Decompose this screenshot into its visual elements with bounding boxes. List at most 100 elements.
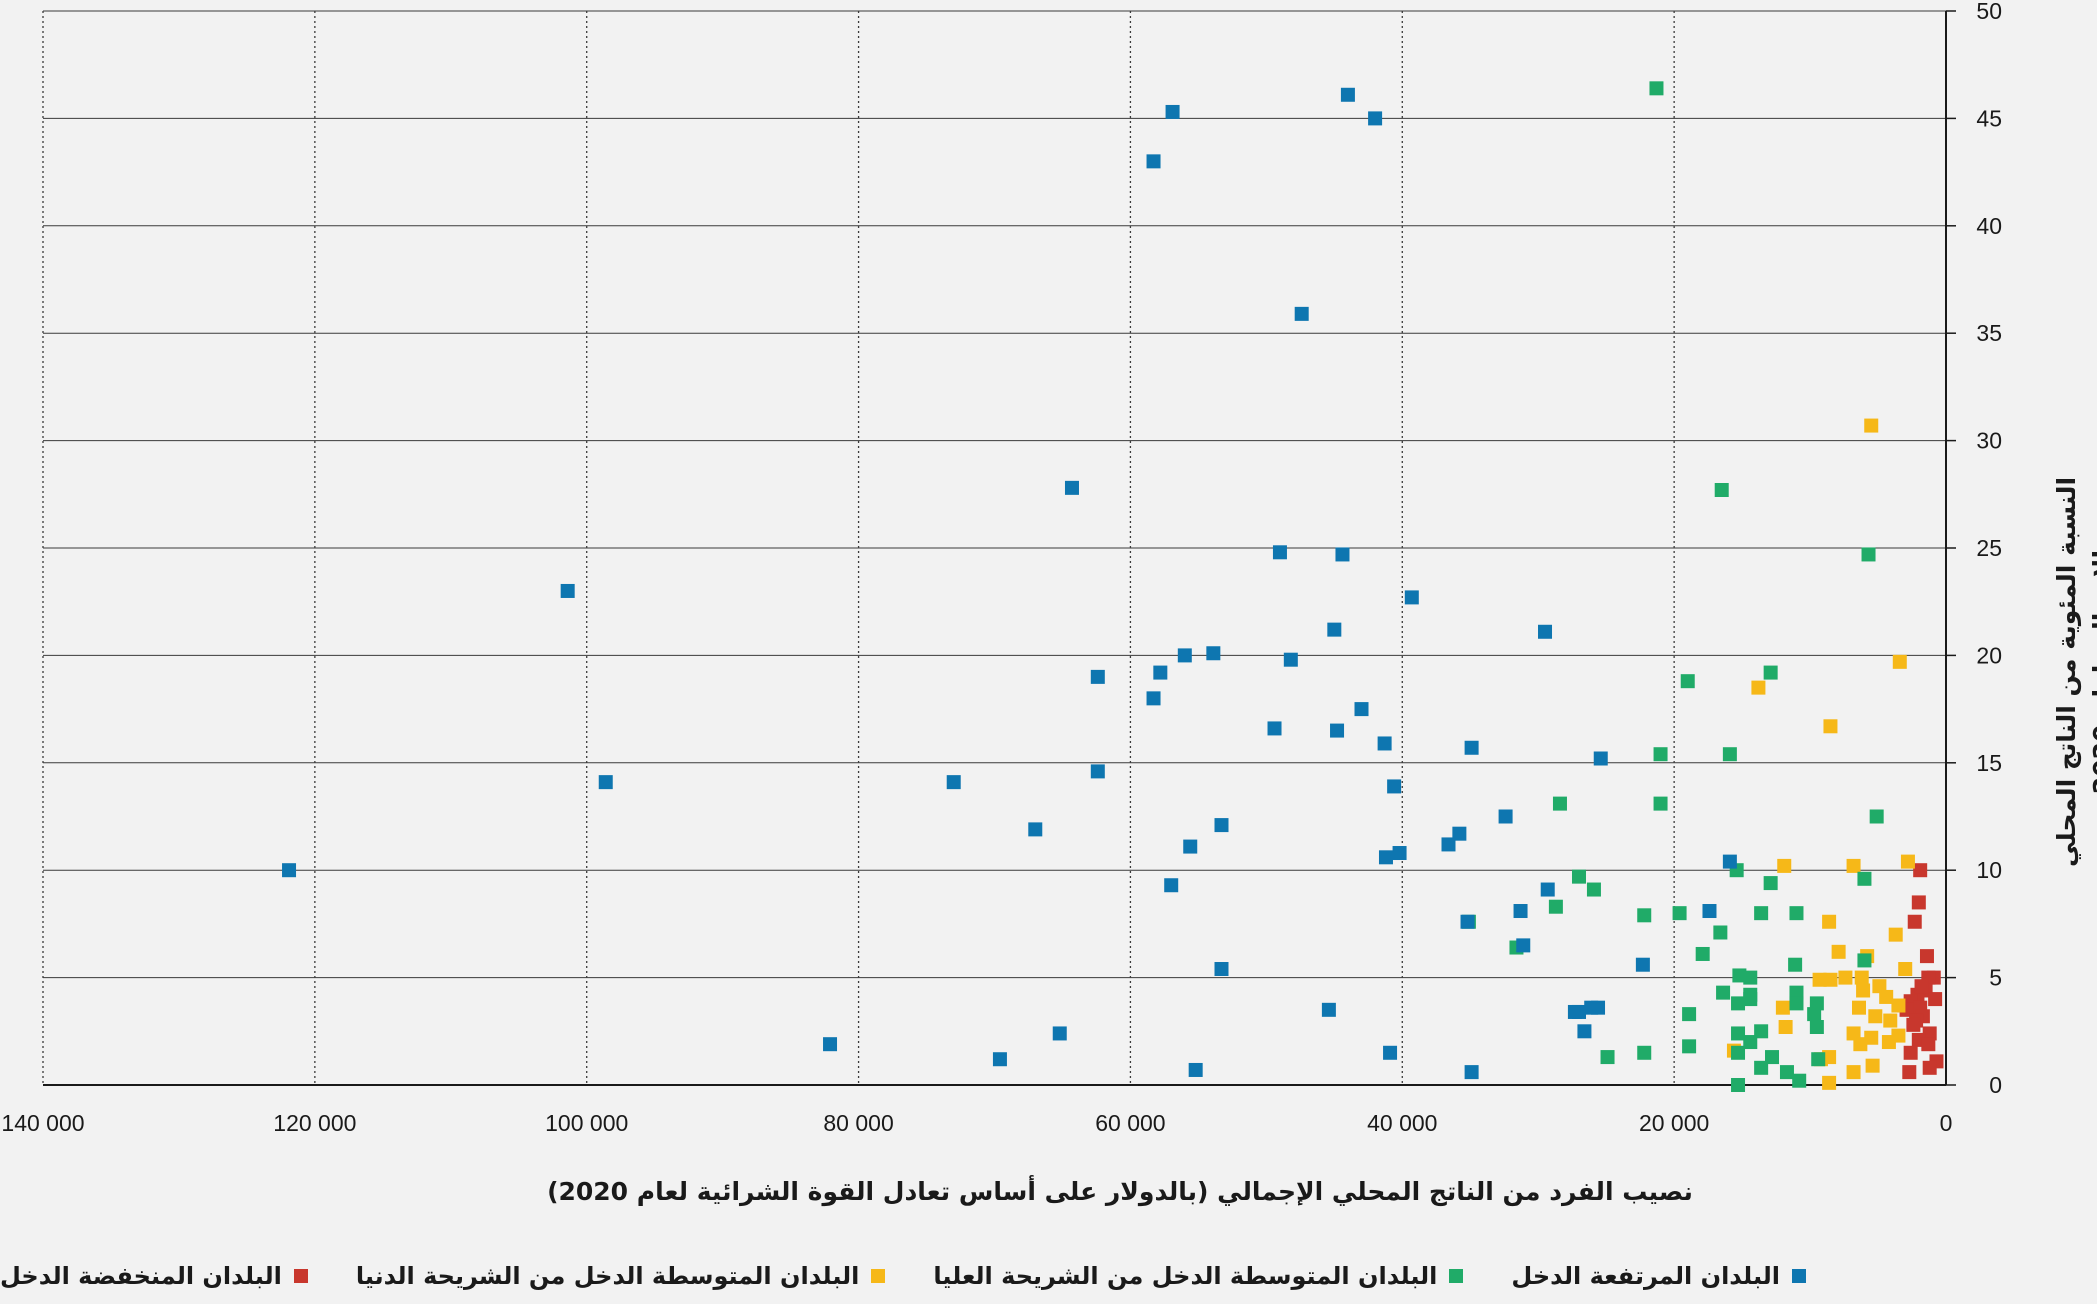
data-point — [1354, 702, 1369, 717]
data-point — [1765, 1050, 1780, 1065]
data-point — [1792, 1073, 1807, 1088]
x-tick-label: 100 000 — [545, 1110, 628, 1136]
data-point — [1898, 962, 1913, 977]
x-tick-label: 120 000 — [273, 1110, 356, 1136]
data-point — [946, 775, 961, 790]
x-tick-label: 40 000 — [1367, 1110, 1437, 1136]
data-point — [1853, 1037, 1868, 1052]
data-point — [1731, 1078, 1746, 1092]
y-tick-label: 0 — [1989, 1072, 2002, 1098]
data-point — [1682, 1007, 1697, 1022]
data-point — [1856, 983, 1871, 998]
data-point — [1902, 1065, 1917, 1080]
data-point — [1922, 1060, 1937, 1075]
data-point — [1165, 104, 1180, 119]
data-point — [1922, 1026, 1937, 1041]
legend-swatch — [1792, 1269, 1806, 1283]
data-point — [823, 1037, 838, 1052]
data-point — [1831, 944, 1846, 959]
data-point — [1538, 624, 1553, 639]
data-point — [1807, 1007, 1822, 1022]
data-point — [1911, 895, 1926, 910]
data-point — [1914, 979, 1929, 994]
data-point — [1368, 111, 1383, 126]
data-point — [1919, 949, 1934, 964]
y-tick-label: 35 — [1976, 320, 2002, 346]
legend-item: البلدان المتوسطة الدخل من الشريحة العليا — [933, 1262, 1464, 1290]
data-point — [598, 775, 613, 790]
data-point — [1383, 1045, 1398, 1060]
data-point — [1330, 723, 1345, 738]
data-point — [1868, 1009, 1883, 1024]
y-tick-label: 45 — [1976, 105, 2002, 131]
data-point — [1540, 882, 1555, 897]
data-point — [1682, 1039, 1697, 1054]
legend-swatch — [1449, 1269, 1464, 1283]
data-point — [560, 583, 575, 598]
data-point — [1778, 1020, 1793, 1035]
data-point — [1716, 985, 1731, 1000]
data-point — [1743, 1035, 1758, 1050]
data-point — [1864, 418, 1879, 433]
data-point — [1751, 680, 1766, 695]
data-point — [1789, 985, 1804, 1000]
axes — [43, 10, 1956, 1086]
data-point — [1272, 545, 1287, 560]
data-point — [1779, 1065, 1794, 1080]
data-point — [1090, 669, 1105, 684]
data-point — [1327, 622, 1342, 637]
data-point — [1392, 846, 1407, 861]
legend-item: البلدان المنخفضة الدخل — [0, 1262, 308, 1290]
data-point — [1695, 946, 1710, 961]
legend-swatch — [293, 1269, 308, 1283]
y-tick-label: 15 — [1976, 750, 2002, 776]
data-point — [1637, 1045, 1652, 1060]
legend-label: البلدان المتوسطة الدخل من الشريحة العليا — [933, 1262, 1438, 1290]
data-point — [1811, 1052, 1826, 1067]
data-point — [1903, 1045, 1918, 1060]
data-point — [1906, 1017, 1921, 1032]
data-point — [1812, 972, 1827, 987]
data-point — [1872, 979, 1887, 994]
data-point — [1731, 996, 1746, 1011]
data-point — [1861, 547, 1876, 562]
data-point — [1846, 1065, 1861, 1080]
data-point — [1714, 483, 1729, 498]
data-point — [1177, 648, 1192, 663]
data-point — [1577, 1024, 1592, 1039]
x-axis-title: نصيب الفرد من الناتج المحلي الإجمالي (با… — [547, 1175, 1693, 1207]
data-point — [1869, 809, 1884, 824]
data-point — [1028, 822, 1043, 837]
y-tick-label: 25 — [1976, 535, 2002, 561]
data-point — [1891, 998, 1906, 1013]
data-point — [1441, 837, 1456, 852]
data-point — [1788, 957, 1803, 972]
data-point — [1552, 796, 1567, 811]
data-point — [1921, 1037, 1936, 1052]
x-tick-label: 60 000 — [1095, 1110, 1165, 1136]
data-point — [1571, 1004, 1586, 1019]
data-point — [1892, 654, 1907, 669]
data-point — [1822, 1075, 1837, 1090]
data-point — [1571, 869, 1586, 884]
data-point — [1591, 1000, 1606, 1015]
data-point — [1378, 850, 1393, 865]
data-point — [1857, 871, 1872, 886]
data-point — [1680, 674, 1695, 689]
data-point — [1294, 306, 1309, 321]
data-point — [1702, 904, 1717, 919]
data-point — [1653, 747, 1668, 762]
data-point — [1335, 547, 1350, 562]
y-tick-label: 5 — [1989, 965, 2002, 991]
data-point — [1731, 1045, 1746, 1060]
data-point — [1600, 1050, 1615, 1065]
data-point — [1635, 957, 1650, 972]
data-point — [1789, 996, 1804, 1011]
data-point — [1593, 751, 1608, 766]
y-axis-title-line2: الإجمالي لعام 2020 — [2088, 550, 2097, 794]
data-point — [1516, 938, 1531, 953]
data-point — [1854, 970, 1869, 985]
data-point — [1722, 854, 1737, 869]
y-tick-label: 40 — [1976, 213, 2002, 239]
